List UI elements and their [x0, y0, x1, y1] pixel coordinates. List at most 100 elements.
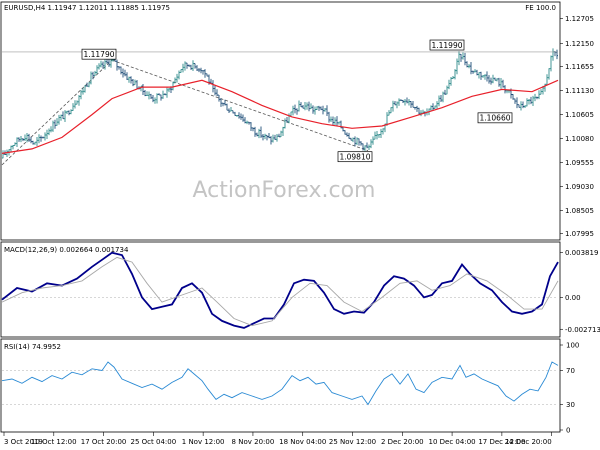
- price-bar: [152, 94, 154, 103]
- price-bar: [124, 69, 126, 77]
- price-bar: [408, 99, 410, 106]
- price-bar: [34, 141, 36, 145]
- price-bar: [354, 136, 356, 147]
- macd-axis: 0.003819 0.00 -0.002713: [560, 249, 600, 334]
- price-bar: [252, 127, 254, 132]
- price-bar: [22, 138, 24, 142]
- price-bar: [392, 100, 394, 112]
- time-tick-label: 24 Dec 20:00: [505, 438, 552, 446]
- price-bar: [234, 111, 236, 116]
- price-bar: [324, 108, 326, 112]
- price-bar: [52, 120, 54, 132]
- price-bar: [312, 105, 314, 114]
- price-tick-label: 1.10080: [565, 135, 594, 143]
- price-bar: [90, 71, 92, 85]
- moving-average: [1, 79, 559, 154]
- price-bar: [536, 96, 538, 100]
- rsi-panel-frame: [0, 338, 561, 433]
- price-bar: [238, 112, 240, 119]
- rsi-tick-label: 30: [566, 401, 575, 409]
- price-bar: [344, 130, 346, 135]
- price-bar: [292, 105, 294, 116]
- price-bar: [148, 91, 150, 100]
- price-bar: [402, 99, 404, 104]
- price-bar: [40, 135, 42, 142]
- price-bar: [108, 58, 110, 67]
- fib-lines: [1, 59, 369, 166]
- price-bar: [406, 97, 408, 104]
- price-bar: [196, 65, 198, 72]
- time-tick-label: 10 Oct 12:00: [31, 438, 77, 446]
- price-bar: [264, 133, 266, 140]
- price-bar: [334, 117, 336, 126]
- price-bar: [128, 76, 130, 83]
- price-bar: [24, 134, 26, 141]
- price-axis: 1.12705 1.12150 1.11655 1.11130 1.10605 1.100…: [560, 15, 594, 238]
- price-bar: [76, 100, 78, 105]
- price-bar: [370, 139, 372, 149]
- price-bar: [254, 126, 256, 137]
- price-bar: [400, 99, 402, 101]
- price-bar: [328, 111, 330, 123]
- price-bar: [88, 82, 90, 88]
- price-bar: [142, 84, 144, 95]
- price-bar: [30, 136, 32, 144]
- price-bar: [448, 79, 450, 90]
- price-bar: [520, 101, 522, 111]
- time-tick-label: 3 Oct 2019: [4, 438, 43, 446]
- price-bar: [214, 85, 216, 96]
- price-tick-label: 1.11130: [565, 87, 594, 95]
- price-bar: [60, 114, 62, 121]
- macd-panel: [1, 251, 559, 329]
- price-bar: [154, 97, 156, 104]
- price-bar: [456, 58, 458, 75]
- price-bar: [518, 104, 520, 108]
- macd-header: MACD(12,26,9) 0.002664 0.001734: [4, 246, 129, 254]
- price-annotations: 1.11790 1.09810 1.11990 1.10660: [81, 39, 513, 163]
- price-bar: [282, 126, 284, 137]
- price-bar: [376, 131, 378, 140]
- price-bar: [256, 132, 258, 137]
- price-bar: [82, 87, 84, 95]
- price-bar: [378, 133, 380, 138]
- price-bar: [226, 103, 228, 111]
- price-bar: [550, 55, 552, 72]
- price-bar: [202, 70, 204, 75]
- price-bar: [394, 100, 396, 106]
- price-bar: [188, 64, 190, 67]
- price-bar: [436, 101, 438, 109]
- price-bar: [432, 103, 434, 111]
- price-bar: [530, 96, 532, 105]
- price-bar: [228, 108, 230, 114]
- price-bar: [74, 100, 76, 109]
- price-bar: [364, 145, 366, 152]
- price-bar: [104, 59, 106, 70]
- rsi-header: RSI(14) 74.9952: [4, 343, 61, 351]
- price-bar: [274, 134, 276, 140]
- price-bar: [352, 137, 354, 143]
- price-bar: [398, 98, 400, 106]
- price-bar: [458, 51, 460, 66]
- price-bar: [150, 93, 152, 100]
- price-bar: [272, 134, 274, 143]
- price-bar: [362, 143, 364, 151]
- price-bars: [2, 48, 558, 159]
- price-bar: [64, 110, 66, 122]
- time-tick-label: 8 Nov 20:00: [232, 438, 275, 446]
- price-bar: [158, 93, 160, 96]
- macd-tick-label: 0.00: [565, 294, 581, 302]
- price-bar: [356, 137, 358, 146]
- macd-panel-frame: [0, 241, 561, 338]
- price-bar: [6, 149, 8, 157]
- price-bar: [42, 136, 44, 139]
- price-bar: [522, 101, 524, 109]
- price-bar: [336, 116, 338, 126]
- price-bar: [314, 106, 316, 115]
- price-bar: [468, 64, 470, 69]
- price-bar: [296, 108, 298, 115]
- price-bar: [338, 121, 340, 125]
- price-bar: [548, 68, 550, 80]
- price-bar: [444, 89, 446, 96]
- price-bar: [358, 138, 360, 146]
